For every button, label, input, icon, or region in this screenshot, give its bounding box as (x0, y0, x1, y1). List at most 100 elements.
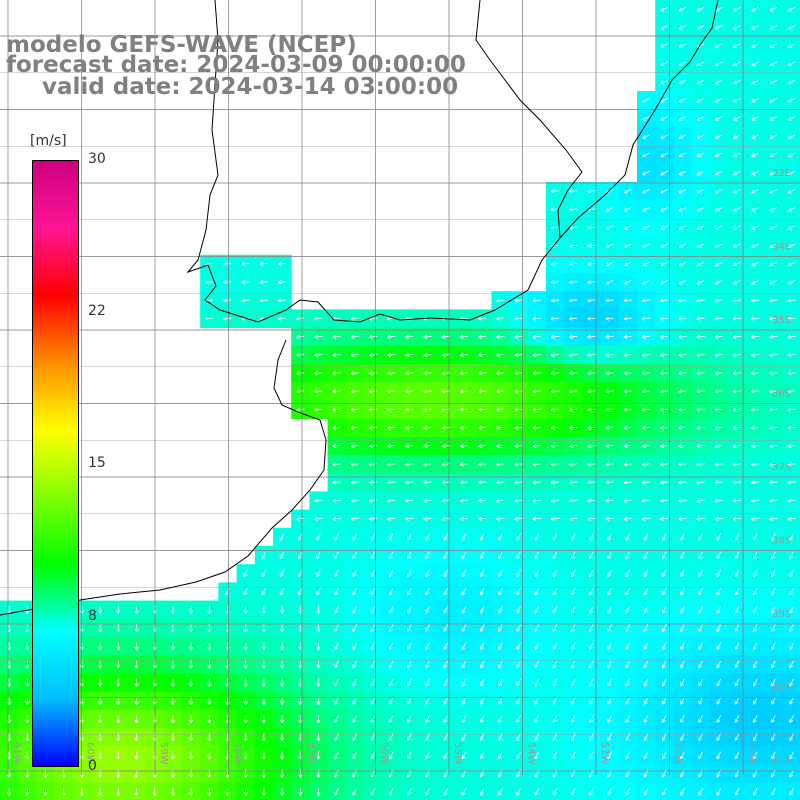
wind-arrow (625, 533, 631, 541)
wind-arrow (605, 243, 614, 249)
wind-arrow (733, 225, 741, 230)
wind-arrow (716, 733, 722, 741)
wind-arrow (733, 116, 741, 121)
wind-arrow (607, 642, 612, 650)
wind-arrow (496, 425, 505, 430)
wind-arrow (423, 407, 432, 412)
wind-arrow (316, 678, 321, 687)
wind-arrow (751, 352, 760, 358)
wind-arrow (752, 751, 758, 760)
wind-arrow (732, 298, 742, 303)
wind-arrow (696, 407, 705, 412)
wind-arrow (715, 97, 723, 103)
wind-arrow (714, 498, 723, 503)
wind-arrow (714, 480, 723, 485)
wind-arrow (678, 389, 687, 394)
wind-arrow (789, 751, 794, 760)
wind-arrow (680, 624, 685, 632)
wind-arrow (388, 660, 394, 669)
wind-arrow (498, 624, 503, 632)
wind-arrow (297, 569, 303, 578)
wind-arrow (461, 660, 467, 669)
wind-arrow (752, 678, 758, 687)
wind-arrow (478, 480, 487, 485)
wind-arrow (696, 61, 705, 67)
wind-arrow (61, 787, 66, 796)
wind-arrow (498, 551, 503, 559)
wind-arrow (479, 787, 485, 796)
wind-arrow (715, 243, 723, 249)
wind-arrow (189, 660, 194, 669)
wind-arrow (569, 298, 578, 303)
wind-arrow (423, 498, 432, 503)
wind-arrow (550, 498, 560, 503)
wind-arrow (569, 352, 578, 358)
wind-arrow (771, 569, 776, 578)
wind-arrow (589, 696, 594, 705)
wind-arrow (716, 551, 722, 559)
wind-arrow (461, 715, 467, 723)
wind-arrow (405, 516, 414, 521)
wind-arrow (716, 569, 722, 578)
wind-arrow (734, 624, 740, 632)
wind-arrow (660, 261, 669, 267)
latitude-label: 34S (772, 242, 791, 253)
wind-arrow (370, 660, 376, 669)
wind-arrow (570, 751, 576, 760)
wind-arrow (280, 605, 285, 614)
wind-arrow (425, 715, 430, 723)
wind-arrow (696, 152, 705, 158)
wind-arrow (680, 605, 685, 614)
wind-arrow (388, 533, 394, 541)
wind-arrow (459, 371, 469, 376)
wind-arrow (496, 298, 505, 303)
wind-arrow (715, 152, 723, 158)
wind-arrow (296, 371, 305, 376)
wind-arrow (534, 733, 540, 741)
colorbar-tick-22: 22 (88, 303, 106, 319)
latitude-label: 39S (772, 609, 791, 620)
wind-arrow (696, 116, 705, 121)
wind-arrow (459, 352, 469, 358)
longitude-label: 53W (599, 742, 610, 765)
wind-arrow (534, 660, 540, 669)
wind-arrow (280, 642, 285, 651)
wind-arrow (660, 170, 669, 176)
wind-arrow (479, 533, 485, 541)
wind-arrow (769, 443, 778, 449)
wind-arrow (387, 425, 396, 430)
wind-arrow (534, 624, 540, 632)
wind-arrow (587, 334, 596, 339)
wind-arrow (552, 605, 558, 614)
wind-arrow (498, 751, 503, 760)
wind-arrow (570, 605, 576, 614)
wind-arrow (789, 733, 794, 741)
wind-arrow (661, 696, 667, 705)
wind-arrow (607, 605, 612, 614)
wind-arrow (116, 660, 121, 669)
wind-arrow (623, 389, 632, 394)
wind-arrow (589, 678, 594, 687)
wind-arrow (423, 516, 432, 521)
wind-arrow (641, 371, 651, 376)
wind-arrow (350, 407, 359, 412)
wind-arrow (316, 605, 321, 614)
wind-arrow (678, 116, 687, 121)
wind-arrow (787, 261, 796, 267)
wind-arrow (441, 462, 450, 467)
wind-arrow (314, 352, 323, 358)
wind-arrow (605, 261, 614, 267)
wind-arrow (605, 371, 614, 376)
wind-arrow (624, 243, 632, 249)
wind-arrow (407, 715, 412, 723)
wind-arrow (189, 696, 194, 705)
wind-arrow (696, 480, 705, 485)
wind-arrow (643, 642, 649, 650)
wind-arrow (443, 696, 449, 705)
wind-arrow (370, 569, 376, 578)
wind-arrow (751, 225, 760, 230)
wind-arrow (314, 389, 323, 394)
wind-arrow (696, 6, 705, 12)
wind-arrow (734, 533, 740, 541)
